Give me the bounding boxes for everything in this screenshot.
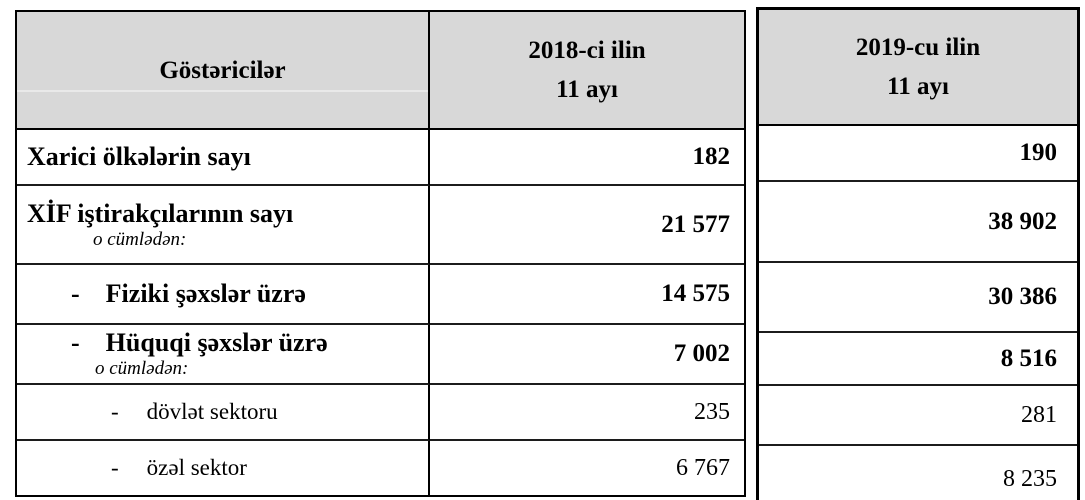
- table-row-label-private-sector: - özəl sektor: [17, 441, 430, 495]
- row-label: XİF iştirakçılarının sayı: [27, 198, 294, 228]
- header-cell-indicator: Göstəricilər: [17, 12, 430, 130]
- value-2018-state-sector: 235: [430, 385, 744, 441]
- header-cell-2018: 2018-ci ilin 11 ayı: [430, 12, 744, 130]
- year-2019-column-box: 2019-cu ilin 11 ayı 190 38 902 30 386 8 …: [756, 7, 1080, 500]
- header-scan-artifact-line: [17, 90, 428, 92]
- row-label: özəl sektor: [146, 455, 247, 480]
- table-row-label-legal-entities: - Hüquqi şəxslər üzrə o cümlədən:: [17, 325, 430, 385]
- list-dash: -: [71, 328, 80, 357]
- value-2018-foreign-countries: 182: [430, 130, 744, 186]
- value-text: 7 002: [673, 340, 730, 367]
- table-row-label-foreign-countries: Xarici ölkələrin sayı: [17, 130, 430, 186]
- value-text: 8 235: [1003, 465, 1057, 492]
- value-2018-private-sector: 6 767: [430, 441, 744, 495]
- year-2018-title-line1: 2018-ci ilin: [528, 37, 646, 64]
- table-row-label-state-sector: - dövlət sektoru: [17, 385, 430, 441]
- value-text: 8 516: [1000, 344, 1057, 372]
- indicator-column-title: Göstəricilər: [159, 56, 286, 84]
- list-dash: -: [111, 455, 119, 480]
- value-text: 182: [692, 143, 731, 170]
- year-2018-title-line2: 11 ayı: [556, 76, 618, 103]
- value-2019-state-sector: 281: [759, 386, 1077, 446]
- value-2019-legal-entities: 8 516: [759, 333, 1077, 386]
- list-dash: -: [111, 399, 119, 424]
- value-text: 281: [1021, 401, 1057, 428]
- row-label: dövlət sektoru: [146, 399, 278, 424]
- row-label: Hüquqi şəxslər üzrə: [105, 328, 328, 357]
- header-cell-2019: 2019-cu ilin 11 ayı: [759, 10, 1077, 126]
- table-row-label-individuals: - Fiziki şəxslər üzrə: [17, 265, 430, 325]
- value-text: 14 575: [661, 280, 730, 307]
- value-2018-individuals: 14 575: [430, 265, 744, 325]
- value-2019-individuals: 30 386: [759, 263, 1077, 333]
- value-text: 38 902: [988, 207, 1057, 235]
- value-2018-legal-entities: 7 002: [430, 325, 744, 385]
- row-sublabel: o cümlədən:: [95, 358, 189, 379]
- value-text: 190: [1019, 139, 1058, 166]
- value-2018-fea-participants: 21 577: [430, 186, 744, 265]
- value-2019-foreign-countries: 190: [759, 126, 1077, 182]
- indicators-table: Göstəricilər 2018-ci ilin 11 ayı Xarici …: [15, 10, 746, 497]
- year-2019-title-line1: 2019-cu ilin: [855, 34, 981, 61]
- value-text: 21 577: [661, 210, 730, 238]
- value-2019-fea-participants: 38 902: [759, 182, 1077, 263]
- row-label: Fiziki şəxslər üzrə: [105, 279, 306, 308]
- table-row-label-fea-participants: XİF iştirakçılarının sayı o cümlədən:: [17, 186, 430, 265]
- row-label: Xarici ölkələrin sayı: [27, 142, 251, 171]
- year-2019-title-line2: 11 ayı: [887, 73, 949, 100]
- value-text: 30 386: [988, 283, 1057, 310]
- row-sublabel: o cümlədən:: [93, 228, 187, 250]
- list-dash: -: [71, 279, 80, 308]
- value-text: 235: [694, 398, 730, 425]
- value-text: 6 767: [676, 454, 730, 481]
- value-2019-private-sector: 8 235: [759, 446, 1077, 500]
